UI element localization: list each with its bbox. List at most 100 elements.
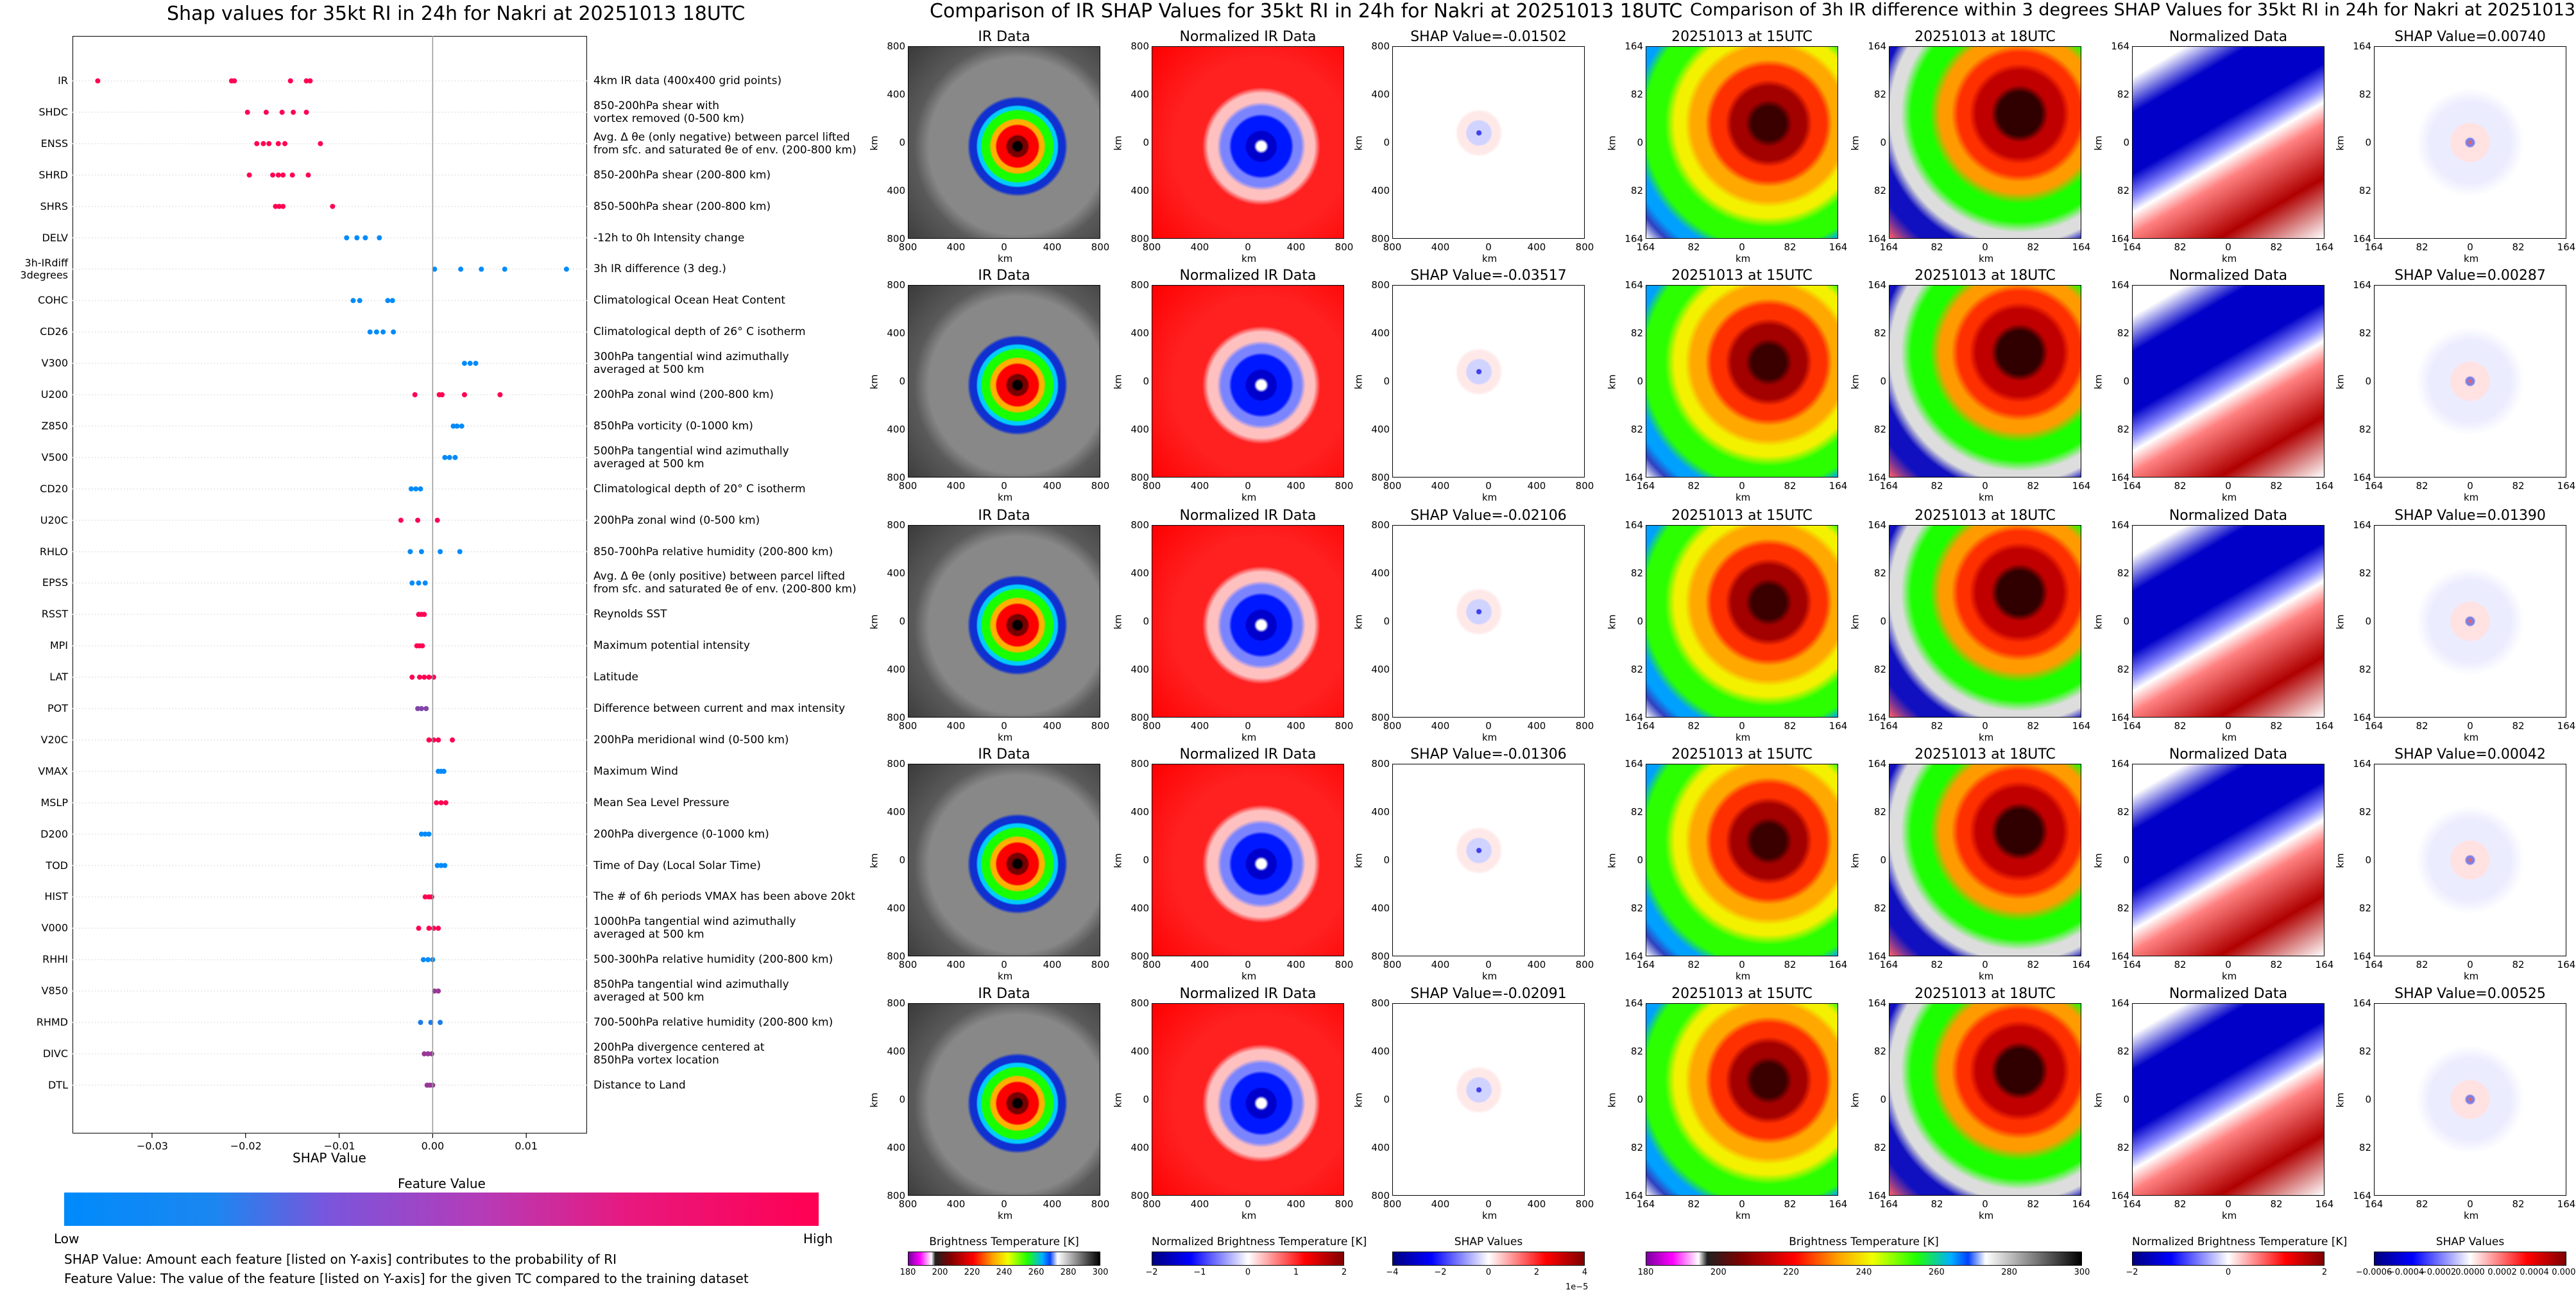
axis-tick-label: 82 bbox=[2358, 424, 2371, 435]
panel-title: Normalized IR Data bbox=[1179, 986, 1317, 1002]
x-axis-label: km bbox=[1241, 970, 1257, 982]
axis-tick-label: 400 bbox=[1431, 241, 1450, 253]
axis-tick-label: 400 bbox=[887, 185, 905, 196]
panel-title: Normalized IR Data bbox=[1179, 268, 1317, 284]
shap-point-rsst bbox=[422, 612, 427, 617]
axis-tick-label: 164 bbox=[2111, 1190, 2129, 1202]
axis-tick-label: 82 bbox=[1687, 241, 1700, 253]
panel-title: 20251013 at 18UTC bbox=[1915, 508, 2056, 524]
axis-tick-label: 0 bbox=[1001, 720, 1007, 732]
axis-tick-label: 164 bbox=[2353, 233, 2371, 245]
panel-title: Normalized Data bbox=[2169, 29, 2288, 45]
axis-tick-label: 0 bbox=[1143, 854, 1149, 866]
axis-tick-label: 0 bbox=[899, 375, 905, 387]
axis-tick-label: 164 bbox=[2364, 241, 2384, 253]
axis-tick-label: 0 bbox=[1001, 241, 1007, 253]
feature-description: The # of 6h periods VMAX has been above … bbox=[593, 890, 855, 904]
panel-title: SHAP Value=-0.01502 bbox=[1410, 29, 1567, 45]
shap-x-axis-label: SHAP Value bbox=[293, 1150, 366, 1166]
axis-tick-label: 82 bbox=[1873, 185, 1886, 196]
axis-tick-label: 800 bbox=[1091, 241, 1110, 253]
colorbar-label: Brightness Temperature [K] bbox=[929, 1236, 1079, 1248]
shap-point-hist bbox=[429, 894, 434, 900]
shap-point-lat bbox=[416, 675, 422, 680]
axis-tick-label: 0 bbox=[2225, 1198, 2231, 1210]
x-axis-label: km bbox=[2222, 253, 2237, 264]
shap-point-shdc bbox=[303, 109, 309, 115]
axis-tick-label: 82 bbox=[2358, 1142, 2371, 1153]
shap-point-shrs bbox=[330, 203, 336, 209]
feature-description: Latitude bbox=[593, 671, 638, 684]
axis-tick-label: 82 bbox=[1630, 327, 1643, 339]
axis-tick-label: 800 bbox=[1130, 233, 1149, 245]
axis-tick-label: 800 bbox=[1371, 472, 1390, 483]
feature-description: 200hPa divergence (0-1000 km) bbox=[593, 827, 769, 841]
axis-tick-label: 164 bbox=[2353, 472, 2371, 483]
colorbar-tick: 4 bbox=[1582, 1268, 1588, 1277]
axis-tick-label: 82 bbox=[2117, 1142, 2129, 1153]
y-axis-label: km bbox=[1352, 374, 1365, 390]
axis-tick-label: 82 bbox=[2117, 902, 2129, 914]
panel-title: IR Data bbox=[978, 746, 1030, 762]
colorbar-label: Normalized Brightness Temperature [K] bbox=[2132, 1236, 2348, 1248]
axis-tick-label: 164 bbox=[2122, 480, 2142, 492]
axis-tick-label: 82 bbox=[2270, 720, 2283, 732]
axis-tick-label: 400 bbox=[887, 902, 905, 914]
axis-tick-label: 82 bbox=[2174, 720, 2187, 732]
shap-point-pot bbox=[415, 706, 421, 711]
shap-point-v850 bbox=[436, 988, 441, 994]
axis-tick-label: 800 bbox=[887, 1190, 905, 1202]
shap-point-cd20 bbox=[408, 486, 414, 492]
axis-tick-label: 82 bbox=[2174, 959, 2187, 970]
y-axis-label: km bbox=[1606, 374, 1618, 390]
x-axis-label: km bbox=[1241, 253, 1257, 264]
x-axis-label: km bbox=[998, 970, 1013, 982]
axis-tick-label: 82 bbox=[1630, 902, 1643, 914]
shap-point-cd26 bbox=[380, 329, 386, 335]
axis-tick-label: 164 bbox=[2315, 959, 2334, 970]
y-axis-label: km bbox=[868, 374, 880, 390]
axis-tick-label: 82 bbox=[2027, 241, 2040, 253]
panel-title: SHAP Value=0.00740 bbox=[2394, 29, 2546, 45]
axis-tick-label: 0 bbox=[2467, 959, 2473, 970]
axis-tick-label: 164 bbox=[1625, 1190, 1643, 1202]
y-axis-label: km bbox=[1849, 853, 1861, 868]
axis-tick-label: 164 bbox=[2364, 959, 2384, 970]
axis-tick-label: 164 bbox=[1829, 720, 1848, 732]
feature-description: Avg. Δ θe (only positive) between parcel… bbox=[593, 570, 857, 596]
x-axis-label: km bbox=[1482, 1210, 1497, 1221]
axis-tick-label: 400 bbox=[1130, 664, 1149, 675]
axis-tick-label: 400 bbox=[946, 959, 966, 970]
ir-normalized-colorbar bbox=[1152, 1252, 1344, 1266]
axis-tick-label: 164 bbox=[1879, 720, 1898, 732]
axis-tick-label: 82 bbox=[2512, 720, 2525, 732]
shap-xtick-label: −0.01 bbox=[323, 1140, 355, 1152]
axis-tick-label: 400 bbox=[1130, 89, 1149, 100]
axis-tick-label: 164 bbox=[2111, 519, 2129, 531]
axis-tick-label: 82 bbox=[1784, 241, 1796, 253]
axis-tick-label: 164 bbox=[1879, 959, 1898, 970]
shap-point-enss bbox=[275, 141, 281, 146]
axis-tick-label: 0 bbox=[2123, 1094, 2129, 1105]
y-axis-label: km bbox=[1112, 614, 1124, 630]
shap-xtick-label: −0.02 bbox=[230, 1140, 262, 1152]
axis-tick-label: 82 bbox=[2358, 1046, 2371, 1057]
axis-tick-label: 0 bbox=[1001, 480, 1007, 492]
axis-tick-label: 400 bbox=[1371, 902, 1390, 914]
axis-tick-label: 82 bbox=[1630, 1046, 1643, 1057]
shap-point-v300 bbox=[467, 361, 473, 366]
x-axis-label: km bbox=[998, 1210, 1013, 1221]
feature-label: TOD bbox=[46, 859, 68, 872]
y-axis-label: km bbox=[1606, 853, 1618, 868]
axis-tick-label: 0 bbox=[1982, 241, 1988, 253]
feature-label: DELV bbox=[42, 231, 68, 244]
axis-tick-label: 82 bbox=[1784, 959, 1796, 970]
colorbar-tick: −4 bbox=[1386, 1268, 1399, 1277]
normalized-ir-panel bbox=[1152, 46, 1344, 239]
axis-tick-label: 82 bbox=[2358, 806, 2371, 818]
x-axis-label: km bbox=[2464, 492, 2479, 503]
axis-tick-label: 0 bbox=[1383, 137, 1390, 148]
axis-tick-label: 82 bbox=[1784, 1198, 1796, 1210]
colorbar-label: SHAP Values bbox=[1454, 1236, 1523, 1248]
y-axis-label: km bbox=[1112, 374, 1124, 390]
